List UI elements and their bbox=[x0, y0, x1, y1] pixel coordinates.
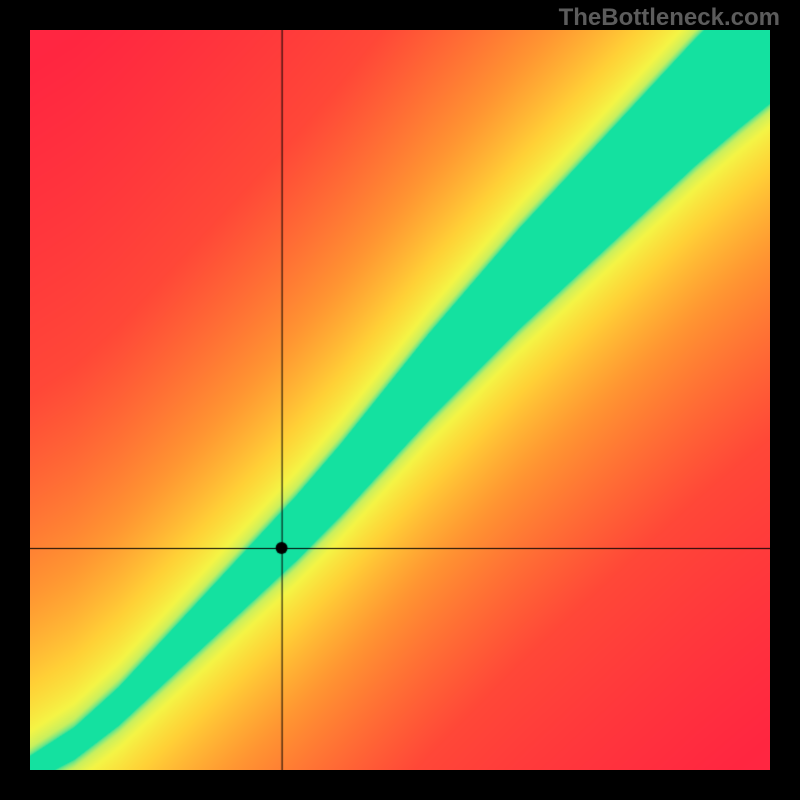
watermark-text: TheBottleneck.com bbox=[559, 4, 780, 32]
heatmap-canvas bbox=[30, 30, 770, 770]
plot-area bbox=[30, 30, 770, 770]
chart-container: TheBottleneck.com bbox=[0, 0, 800, 800]
